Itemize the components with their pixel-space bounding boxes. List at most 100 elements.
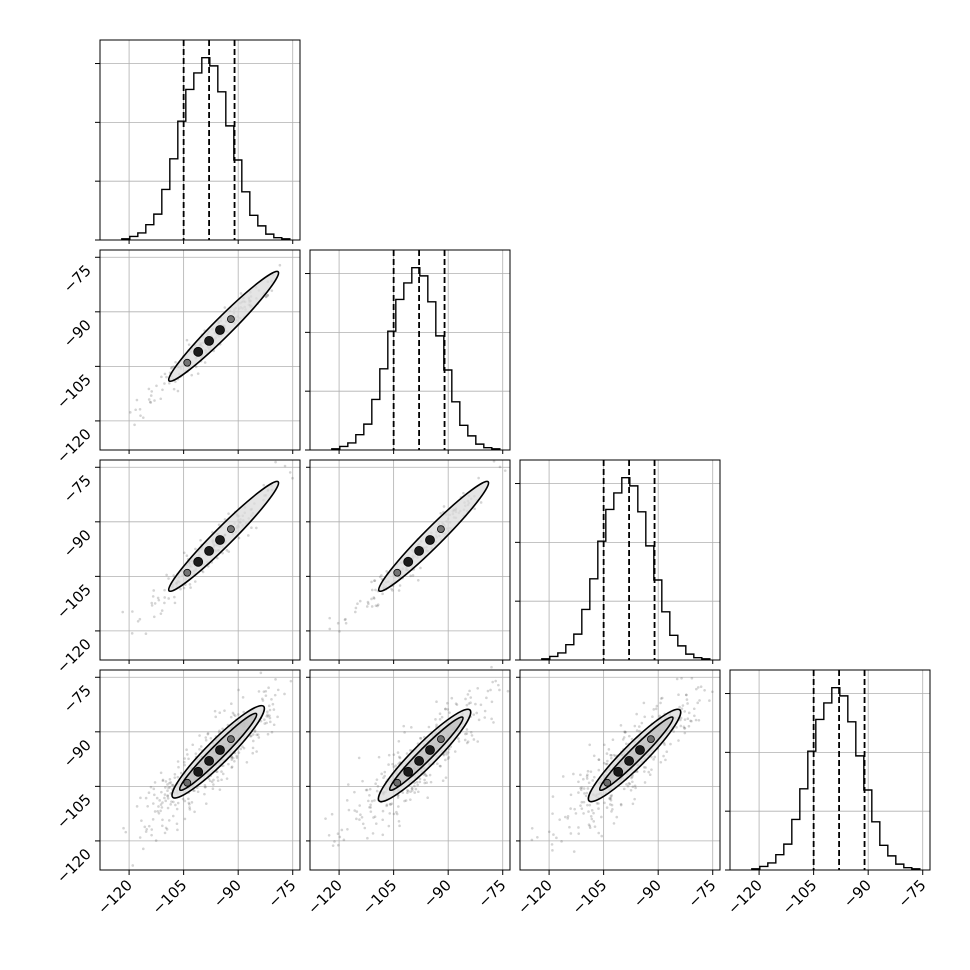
scatter-point — [161, 818, 164, 822]
scatter-point — [439, 511, 443, 515]
scatter-point — [270, 289, 274, 292]
scatter-point — [585, 791, 589, 795]
scatter-point — [216, 556, 219, 560]
scatter-point — [155, 796, 159, 800]
scatter-point — [372, 816, 375, 819]
scatter-point — [648, 773, 652, 776]
scatter-point — [406, 791, 409, 795]
scatter-point — [629, 788, 633, 792]
scatter-point — [203, 785, 207, 789]
scatter-point — [266, 713, 269, 716]
scatter-point — [621, 738, 625, 741]
scatter-point — [170, 800, 173, 803]
scatter-point — [138, 617, 142, 621]
scatter-point — [262, 690, 266, 693]
scatter-point — [237, 713, 240, 716]
scatter-point — [425, 774, 428, 778]
scatter-point — [241, 745, 244, 749]
scatter-point — [398, 756, 402, 760]
scatter-point — [368, 805, 371, 809]
scatter-point — [607, 748, 611, 751]
scatter-point — [210, 780, 214, 784]
scatter-point — [330, 812, 334, 816]
scatter-point — [370, 597, 373, 601]
scatter-point — [411, 574, 415, 577]
scatter-point — [150, 828, 154, 831]
scatter-point — [612, 753, 616, 757]
scatter-point — [438, 717, 442, 721]
scatter-point — [486, 689, 490, 693]
scatter-point — [164, 780, 168, 783]
scatter-point — [413, 781, 416, 785]
scatter-point — [615, 815, 619, 819]
x-tick-label: −75 — [474, 876, 509, 911]
scatter-point — [187, 797, 190, 801]
scatter-point — [227, 762, 230, 766]
density-peak — [603, 778, 612, 787]
scatter-point — [560, 840, 563, 843]
scatter-point — [268, 716, 272, 720]
scatter-point — [187, 757, 190, 761]
x-tick-label: −120 — [724, 876, 766, 918]
scatter-point — [569, 793, 573, 797]
scatter-point — [152, 787, 156, 791]
scatter-point — [144, 830, 148, 833]
scatter-point — [383, 774, 386, 778]
scatter-point — [188, 808, 192, 811]
scatter-point — [153, 810, 157, 813]
scatter-point — [266, 715, 270, 718]
scatter-point — [609, 794, 613, 798]
scatter-point — [221, 764, 225, 768]
scatter-point — [366, 836, 369, 840]
scatter-point — [175, 807, 179, 811]
scatter-point — [283, 692, 286, 696]
scatter-point — [266, 294, 269, 297]
scatter-point — [274, 460, 277, 464]
scatter-point — [212, 783, 215, 786]
scatter-point — [167, 819, 171, 822]
scatter-point — [597, 758, 601, 761]
y-tick-label: −75 — [60, 471, 95, 506]
scatter-point — [474, 702, 477, 706]
scatter-point — [216, 775, 219, 779]
scatter-point — [397, 819, 401, 823]
y-tick-label: −120 — [53, 425, 95, 467]
scatter-point — [465, 732, 469, 735]
scatter-point — [203, 361, 207, 364]
density-peak — [204, 756, 214, 766]
scatter-point — [204, 736, 208, 739]
scatter-point — [659, 701, 662, 705]
scatter-point — [264, 295, 268, 298]
scatter-panel-4-3 — [519, 669, 721, 871]
scatter-point — [253, 729, 257, 732]
scatter-point — [392, 753, 396, 756]
scatter-point — [230, 702, 233, 706]
scatter-point — [233, 759, 236, 763]
scatter-point — [569, 807, 572, 810]
scatter-point — [368, 794, 371, 797]
scatter-point — [444, 776, 448, 779]
scatter-point — [124, 830, 128, 834]
scatter-point — [409, 574, 412, 578]
scatter-point — [465, 703, 469, 707]
scatter-point — [600, 815, 603, 819]
scatter-panel-2-1 — [99, 249, 301, 451]
panel-frame — [309, 669, 511, 871]
scatter-point — [447, 755, 451, 759]
scatter-point — [590, 817, 594, 821]
scatter-point — [611, 807, 614, 811]
scatter-point — [467, 702, 471, 705]
scatter-point — [597, 831, 601, 835]
scatter-point — [182, 586, 186, 590]
x-tick-label: −90 — [840, 876, 875, 911]
scatter-point — [623, 731, 627, 734]
scatter-point — [634, 786, 637, 790]
scatter-point — [218, 729, 221, 733]
density-peak — [183, 358, 192, 367]
density-peak — [227, 525, 235, 533]
scatter-point — [643, 715, 647, 719]
scatter-point — [230, 766, 233, 769]
scatter-point — [135, 805, 139, 808]
scatter-point — [159, 612, 163, 615]
scatter-point — [572, 772, 575, 776]
